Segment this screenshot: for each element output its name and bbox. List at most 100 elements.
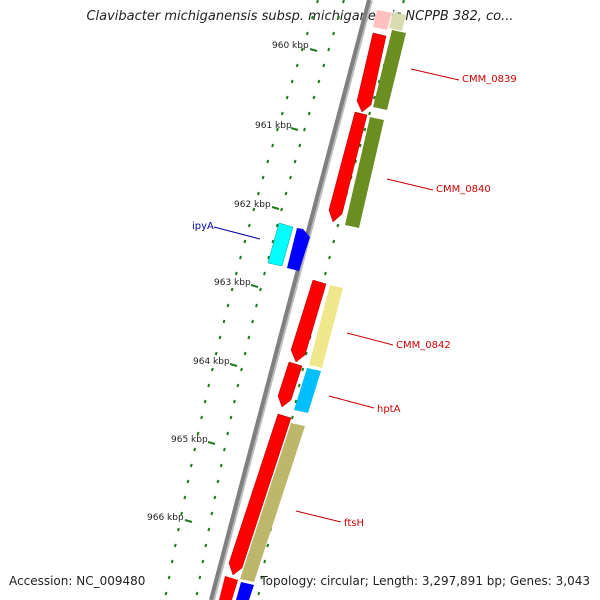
tick-mark [267, 255, 271, 260]
tick-mark [222, 447, 226, 452]
ticks-inner [195, 0, 345, 596]
tick-mark [263, 559, 267, 564]
tick-mark [252, 207, 256, 212]
tick-mark [240, 367, 243, 372]
tick-mark [243, 351, 247, 356]
tick-mark [170, 559, 174, 564]
gene-label-CMM_0840[interactable]: CMM_0840 [386, 178, 491, 195]
tick-mark [200, 415, 204, 420]
tick-mark [257, 591, 261, 596]
gene-ftsH-body[interactable] [240, 423, 305, 582]
tick-mark [204, 543, 208, 548]
tick-mark [298, 143, 302, 148]
tick-mark [316, 0, 319, 4]
svg-text:ipyA: ipyA [192, 221, 214, 232]
tick-mark [226, 431, 230, 436]
gene-ipyA-arrow[interactable] [287, 228, 310, 271]
gene-CMM_0839-body[interactable] [373, 30, 406, 110]
tick-mark [327, 47, 331, 52]
tick-mark [229, 415, 233, 420]
kbp-label: 964 kbp [193, 357, 230, 367]
kbp-label: 962 kbp [234, 200, 271, 210]
tick-mark [173, 543, 177, 548]
tick-mark [358, 143, 362, 148]
cds-arrow[interactable] [290, 279, 327, 363]
tick-mark [186, 479, 190, 484]
kbp-label: 960 kbp [272, 41, 309, 51]
tick-mark [295, 63, 299, 68]
tick-mark [256, 191, 260, 196]
tick-mark [289, 175, 292, 180]
cds-arrow[interactable] [219, 576, 238, 600]
tick-mark [234, 271, 238, 276]
tick-mark [337, 15, 340, 20]
tick-mark [275, 223, 279, 228]
tick-mark [290, 79, 294, 84]
kbp-label: 965 kbp [171, 435, 208, 445]
cds-arrow[interactable] [356, 32, 387, 113]
tick-mark [323, 271, 327, 276]
tick-mark [251, 319, 255, 324]
tick-mark [322, 63, 326, 68]
cds-forward [219, 32, 387, 600]
gene-extra-blue [236, 582, 254, 600]
gene-label-ipyA[interactable]: ipyA [192, 221, 261, 240]
tick-mark [260, 575, 264, 580]
genome-backbone-line [209, 0, 371, 600]
tick-mark [300, 47, 304, 52]
tick-mark [236, 383, 240, 388]
tick-mark [164, 591, 168, 596]
tick-mark [210, 367, 214, 372]
svg-text:CMM_0842: CMM_0842 [396, 340, 451, 351]
accession-label: Accession: NC_009480 [9, 574, 146, 588]
kbp-label: 961 kbp [255, 121, 292, 131]
tick-mark [222, 319, 226, 324]
tick-mark [196, 431, 200, 436]
gene-CMM_0842-body[interactable] [309, 285, 343, 368]
tick-mark [207, 527, 211, 532]
gene-label-ftsH[interactable]: ftsH [295, 510, 364, 529]
tick-mark [218, 335, 222, 340]
tick-mark [402, 0, 405, 4]
tick-mark [304, 351, 308, 356]
tick-mark [280, 207, 284, 212]
tick-mark [247, 223, 251, 228]
gene-label-CMM_0842[interactable]: CMM_0842 [346, 332, 451, 351]
tick-mark [259, 287, 262, 292]
tick-mark [332, 31, 336, 36]
tick-mark [290, 415, 294, 420]
tick-mark [342, 0, 345, 4]
kbp-label: 966 kbp [147, 513, 184, 523]
tick-mark [193, 447, 197, 452]
tick-mark [271, 143, 275, 148]
tick-mark [230, 287, 234, 292]
tick-mark [239, 255, 242, 260]
genome-summary: Topology: circular; Length: 3,297,891 bp… [260, 574, 590, 588]
tick-mark [180, 511, 184, 516]
gene-CMM_0840-body[interactable] [345, 117, 384, 228]
gene-label-hptA[interactable]: hptA [328, 395, 401, 415]
gene-CMM_0839-cap2 [389, 12, 406, 31]
tick-mark [354, 159, 358, 164]
tick-mark [266, 159, 270, 164]
gene-hptA-body[interactable] [294, 368, 321, 413]
tick-mark [226, 303, 230, 308]
cds-arrow[interactable] [328, 111, 368, 223]
tick-mark [317, 79, 321, 84]
tick-mark [216, 479, 220, 484]
tick-mark [285, 95, 289, 100]
tick-mark [368, 111, 372, 116]
tick-mark [201, 559, 205, 564]
gene-ipyA-body[interactable] [267, 222, 294, 267]
ticks-outer [164, 0, 319, 596]
tick-mark [377, 79, 381, 84]
map-title: Clavibacter michiganensis subsp. michiga… [86, 9, 514, 24]
tick-mark [255, 303, 258, 308]
cds-arrow[interactable] [277, 361, 303, 408]
cds-arrow[interactable] [228, 413, 292, 576]
tick-mark [167, 575, 171, 580]
tick-mark [210, 511, 214, 516]
gene-label-CMM_0839[interactable]: CMM_0839 [410, 68, 517, 85]
tick-mark [312, 95, 316, 100]
